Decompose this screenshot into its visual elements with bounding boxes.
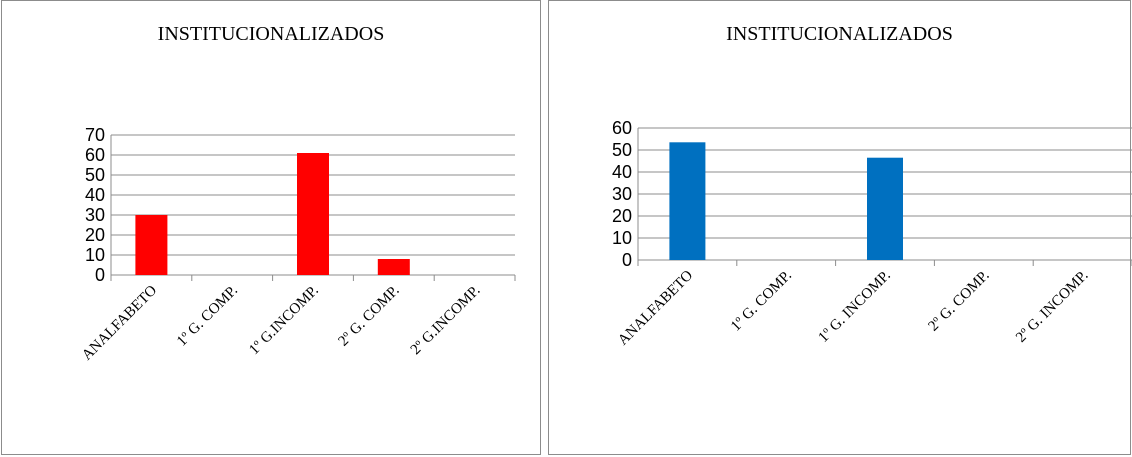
y-tick-label: 70	[85, 125, 105, 145]
bar	[867, 157, 903, 260]
y-tick-label: 30	[612, 184, 632, 204]
x-tick-label: 1º G.INCOMP.	[246, 283, 322, 359]
chart-panel-right: INSTITUCIONALIZADOS 0 10 20 30 40 50 60 ANALFAB…	[548, 0, 1132, 455]
y-tick-label: 10	[612, 228, 632, 248]
y-tick-label: 30	[85, 205, 105, 225]
x-tick-label: ANALFABETO	[615, 267, 696, 348]
y-tick-label: 10	[85, 245, 105, 265]
bar	[297, 153, 329, 275]
x-tick-label: 2º G. COMP.	[336, 283, 403, 350]
chart-title: INSTITUCIONALIZADOS	[157, 23, 385, 45]
chart-title: INSTITUCIONALIZADOS	[726, 23, 953, 45]
y-tick-label: 50	[612, 140, 632, 160]
y-tick-label: 0	[622, 250, 632, 270]
bar	[135, 215, 168, 275]
y-tick-label: 20	[612, 206, 632, 226]
y-tick-label: 60	[85, 145, 105, 165]
y-tick-label: 40	[612, 162, 632, 182]
y-tick-label: 40	[85, 185, 105, 205]
y-tick-label: 0	[95, 265, 105, 285]
x-tick-label: 1º G. COMP.	[174, 283, 241, 350]
bar	[669, 142, 706, 260]
x-tick-label: 2º G.INCOMP.	[408, 283, 484, 359]
x-tick-label: 1º G. INCOMP.	[816, 268, 894, 346]
y-tick-label: 20	[85, 225, 105, 245]
x-tick-label: 2º G. INCOMP.	[1013, 268, 1091, 346]
y-tick-label: 60	[612, 118, 632, 138]
y-tick-label: 50	[85, 165, 105, 185]
x-tick-label: 1º G. COMP.	[728, 268, 795, 335]
x-tick-label: ANALFABETO	[79, 282, 160, 363]
chart-panel-left: INSTITUCIONALIZADOS 0 10 20 30 40 50 60 70 ANALF…	[1, 0, 541, 455]
bar	[377, 259, 410, 275]
x-tick-label: 2º G. COMP.	[926, 268, 993, 335]
